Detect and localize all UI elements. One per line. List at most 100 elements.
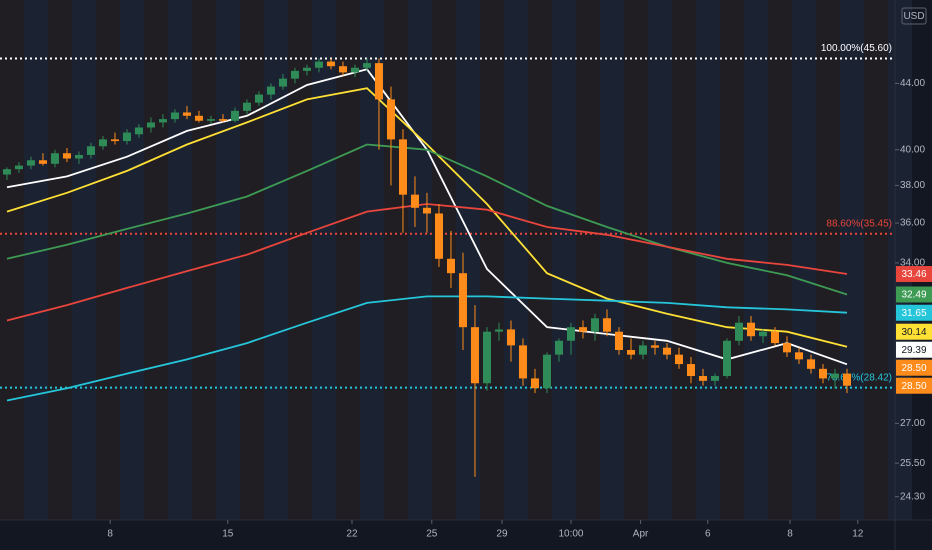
candle-body bbox=[722, 340, 731, 377]
stripe bbox=[648, 0, 672, 520]
x-tick-label: 8 bbox=[107, 529, 113, 540]
candle-body bbox=[182, 112, 191, 116]
candle-body bbox=[362, 63, 371, 68]
stripe bbox=[144, 0, 168, 520]
candle-body bbox=[698, 376, 707, 381]
candle-body bbox=[410, 194, 419, 208]
candle-body bbox=[602, 318, 611, 332]
y-tick-label: 25.50 bbox=[900, 458, 925, 469]
candle-body bbox=[326, 61, 335, 67]
stripe bbox=[312, 0, 336, 520]
price-tag-label: 28.50 bbox=[901, 363, 926, 374]
candle-body bbox=[638, 345, 647, 355]
candle-body bbox=[26, 160, 35, 166]
candle-body bbox=[86, 146, 95, 155]
stripe bbox=[384, 0, 408, 520]
fib-label: 100.00%(45.60) bbox=[821, 43, 892, 54]
candle-body bbox=[242, 102, 251, 111]
candle-body bbox=[2, 169, 11, 175]
stripe bbox=[48, 0, 72, 520]
price-tag bbox=[896, 359, 932, 376]
candle-body bbox=[626, 350, 635, 355]
x-tick-label: 8 bbox=[787, 529, 793, 540]
candle-body bbox=[146, 122, 155, 128]
stripe bbox=[336, 0, 360, 520]
stripe bbox=[192, 0, 216, 520]
candle-body bbox=[674, 354, 683, 365]
stripe bbox=[552, 0, 576, 520]
candle-body bbox=[506, 329, 515, 346]
x-tick-label: 15 bbox=[222, 529, 234, 540]
candle-body bbox=[806, 359, 815, 369]
candle-body bbox=[266, 86, 275, 95]
candle-body bbox=[650, 345, 659, 348]
candle-body bbox=[194, 115, 203, 121]
candle-body bbox=[842, 373, 851, 386]
currency-label[interactable]: USD bbox=[903, 11, 924, 22]
price-tag-label: 31.65 bbox=[901, 308, 926, 319]
price-tag bbox=[896, 304, 932, 321]
stripe bbox=[576, 0, 600, 520]
candle-body bbox=[170, 112, 179, 120]
price-tag-label: 29.39 bbox=[901, 345, 926, 356]
stripe bbox=[120, 0, 144, 520]
candle-body bbox=[230, 110, 239, 121]
stripe bbox=[96, 0, 120, 520]
x-tick-label: 22 bbox=[346, 529, 358, 540]
candle-body bbox=[218, 119, 227, 121]
stripe bbox=[168, 0, 192, 520]
price-tag-label: 32.49 bbox=[901, 290, 926, 301]
candle-body bbox=[590, 318, 599, 332]
candle-body bbox=[314, 61, 323, 68]
candle-body bbox=[770, 331, 779, 344]
y-tick-label: 27.00 bbox=[900, 418, 925, 429]
candle-body bbox=[158, 119, 167, 123]
y-tick-label: 40.00 bbox=[900, 144, 925, 155]
candle-body bbox=[98, 139, 107, 147]
candle-body bbox=[482, 331, 491, 384]
candle-body bbox=[50, 153, 59, 164]
stripe bbox=[792, 0, 816, 520]
candle-body bbox=[254, 94, 263, 103]
price-tag bbox=[896, 286, 932, 303]
stripe bbox=[408, 0, 432, 520]
stripe bbox=[816, 0, 840, 520]
y-tick-label: 36.00 bbox=[900, 218, 925, 229]
candle-body bbox=[554, 340, 563, 355]
candle-body bbox=[350, 67, 359, 73]
candle-body bbox=[386, 99, 395, 140]
ma-line bbox=[6, 295, 848, 402]
y-tick-label: 34.00 bbox=[900, 258, 925, 269]
candle-body bbox=[470, 327, 479, 384]
price-tag bbox=[896, 341, 932, 358]
candle-body bbox=[566, 327, 575, 341]
y-tick-label: 44.00 bbox=[900, 78, 925, 89]
candle-body bbox=[794, 352, 803, 360]
candle-body bbox=[758, 331, 767, 337]
currency-box[interactable] bbox=[901, 7, 927, 25]
candle-body bbox=[578, 327, 587, 332]
candle-body bbox=[686, 364, 695, 377]
x-tick-label: 25 bbox=[426, 529, 438, 540]
fib-label: 88.60%(35.45) bbox=[826, 218, 892, 229]
candle-body bbox=[434, 213, 443, 259]
y-tick-label: 24.30 bbox=[900, 491, 925, 502]
stripe bbox=[480, 0, 504, 520]
x-tick-label: 6 bbox=[705, 529, 711, 540]
candle-body bbox=[734, 322, 743, 341]
candle-body bbox=[290, 70, 299, 79]
candle-body bbox=[338, 66, 347, 73]
stripe bbox=[744, 0, 768, 520]
candle-body bbox=[782, 343, 791, 353]
stripe bbox=[768, 0, 792, 520]
stripe bbox=[672, 0, 696, 520]
candle-body bbox=[38, 160, 47, 164]
candle-body bbox=[422, 207, 431, 214]
candle-body bbox=[446, 258, 455, 274]
candle-body bbox=[374, 63, 383, 100]
candle-body bbox=[542, 354, 551, 389]
candle-body bbox=[110, 139, 119, 142]
x-tick-label: 12 bbox=[852, 529, 864, 540]
stripe bbox=[504, 0, 528, 520]
x-tick-label: 10:00 bbox=[558, 529, 583, 540]
